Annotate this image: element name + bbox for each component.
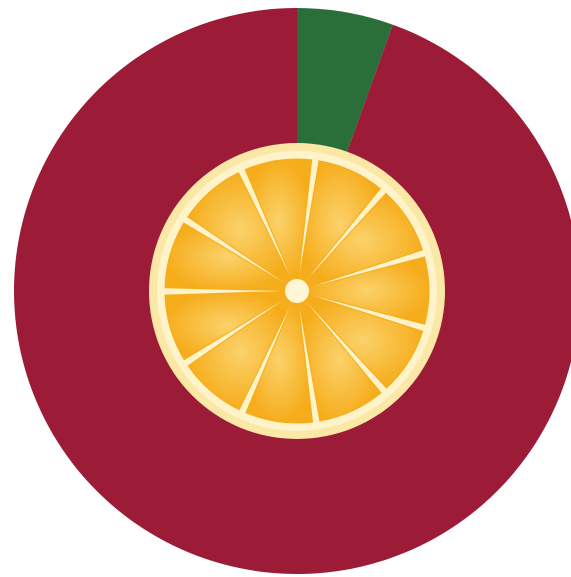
orange-center — [285, 279, 309, 303]
orange-segment — [304, 256, 430, 325]
orange-segment — [187, 172, 295, 288]
orange-segment — [164, 290, 291, 361]
orange-segment — [297, 296, 382, 422]
orange-segment — [301, 292, 424, 389]
orange-segment — [187, 294, 295, 411]
orange-segment — [164, 222, 291, 292]
orange-segment — [244, 158, 313, 285]
orange-slice-image — [149, 143, 445, 439]
orange-segment — [297, 160, 382, 286]
orange-segment — [245, 297, 314, 424]
orange-segment — [301, 192, 424, 290]
